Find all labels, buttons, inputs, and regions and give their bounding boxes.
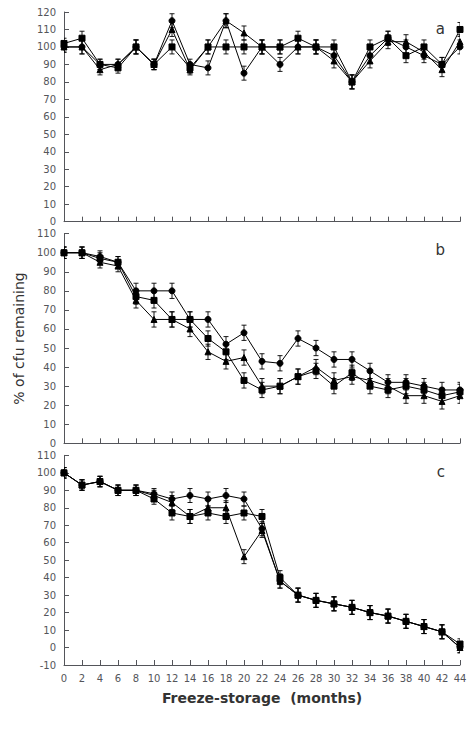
svg-text:90: 90 <box>43 266 56 277</box>
svg-text:0: 0 <box>50 216 56 227</box>
svg-text:6: 6 <box>115 673 121 684</box>
svg-text:26: 26 <box>292 673 305 684</box>
svg-text:30: 30 <box>43 590 56 601</box>
svg-text:40: 40 <box>418 673 431 684</box>
svg-text:36: 36 <box>382 673 395 684</box>
svg-text:a: a <box>436 20 445 38</box>
svg-text:50: 50 <box>43 343 56 354</box>
svg-text:Freeze-storage (months): Freeze-storage (months) <box>162 690 362 706</box>
svg-text:c: c <box>437 463 445 481</box>
svg-text:44: 44 <box>454 673 467 684</box>
svg-text:0: 0 <box>61 673 67 684</box>
svg-text:10: 10 <box>43 199 56 210</box>
svg-text:50: 50 <box>43 555 56 566</box>
svg-text:% of cfu remaining: % of cfu remaining <box>11 272 27 404</box>
svg-text:14: 14 <box>184 673 197 684</box>
svg-text:16: 16 <box>202 673 215 684</box>
svg-text:100: 100 <box>37 467 56 478</box>
svg-text:28: 28 <box>310 673 323 684</box>
svg-text:24: 24 <box>274 673 287 684</box>
svg-text:38: 38 <box>400 673 413 684</box>
svg-text:90: 90 <box>43 485 56 496</box>
svg-text:110: 110 <box>37 228 56 239</box>
svg-text:30: 30 <box>43 381 56 392</box>
svg-text:90: 90 <box>43 59 56 70</box>
svg-text:110: 110 <box>37 24 56 35</box>
svg-text:60: 60 <box>43 323 56 334</box>
svg-text:20: 20 <box>43 181 56 192</box>
svg-text:12: 12 <box>166 673 179 684</box>
svg-text:80: 80 <box>43 76 56 87</box>
svg-text:22: 22 <box>256 673 269 684</box>
svg-text:70: 70 <box>43 94 56 105</box>
svg-text:30: 30 <box>328 673 341 684</box>
svg-text:100: 100 <box>37 247 56 258</box>
svg-text:110: 110 <box>37 450 56 461</box>
svg-text:10: 10 <box>43 419 56 430</box>
svg-text:4: 4 <box>97 673 103 684</box>
svg-text:42: 42 <box>436 673 449 684</box>
svg-text:100: 100 <box>37 41 56 52</box>
svg-text:30: 30 <box>43 164 56 175</box>
svg-text:10: 10 <box>148 673 161 684</box>
svg-text:10: 10 <box>43 625 56 636</box>
svg-text:0: 0 <box>50 642 56 653</box>
svg-text:50: 50 <box>43 129 56 140</box>
svg-text:2: 2 <box>79 673 85 684</box>
svg-text:80: 80 <box>43 285 56 296</box>
svg-text:0: 0 <box>50 438 56 449</box>
svg-text:60: 60 <box>43 537 56 548</box>
svg-text:120: 120 <box>37 7 56 18</box>
svg-text:40: 40 <box>43 362 56 373</box>
svg-text:20: 20 <box>238 673 251 684</box>
svg-text:40: 40 <box>43 146 56 157</box>
svg-text:8: 8 <box>133 673 139 684</box>
svg-text:34: 34 <box>364 673 377 684</box>
svg-text:b: b <box>435 241 445 259</box>
svg-text:70: 70 <box>43 520 56 531</box>
svg-text:70: 70 <box>43 304 56 315</box>
svg-text:20: 20 <box>43 607 56 618</box>
svg-text:80: 80 <box>43 502 56 513</box>
svg-text:18: 18 <box>220 673 233 684</box>
svg-text:20: 20 <box>43 400 56 411</box>
svg-text:-10: -10 <box>40 660 56 671</box>
svg-text:40: 40 <box>43 572 56 583</box>
svg-text:60: 60 <box>43 111 56 122</box>
svg-text:32: 32 <box>346 673 359 684</box>
